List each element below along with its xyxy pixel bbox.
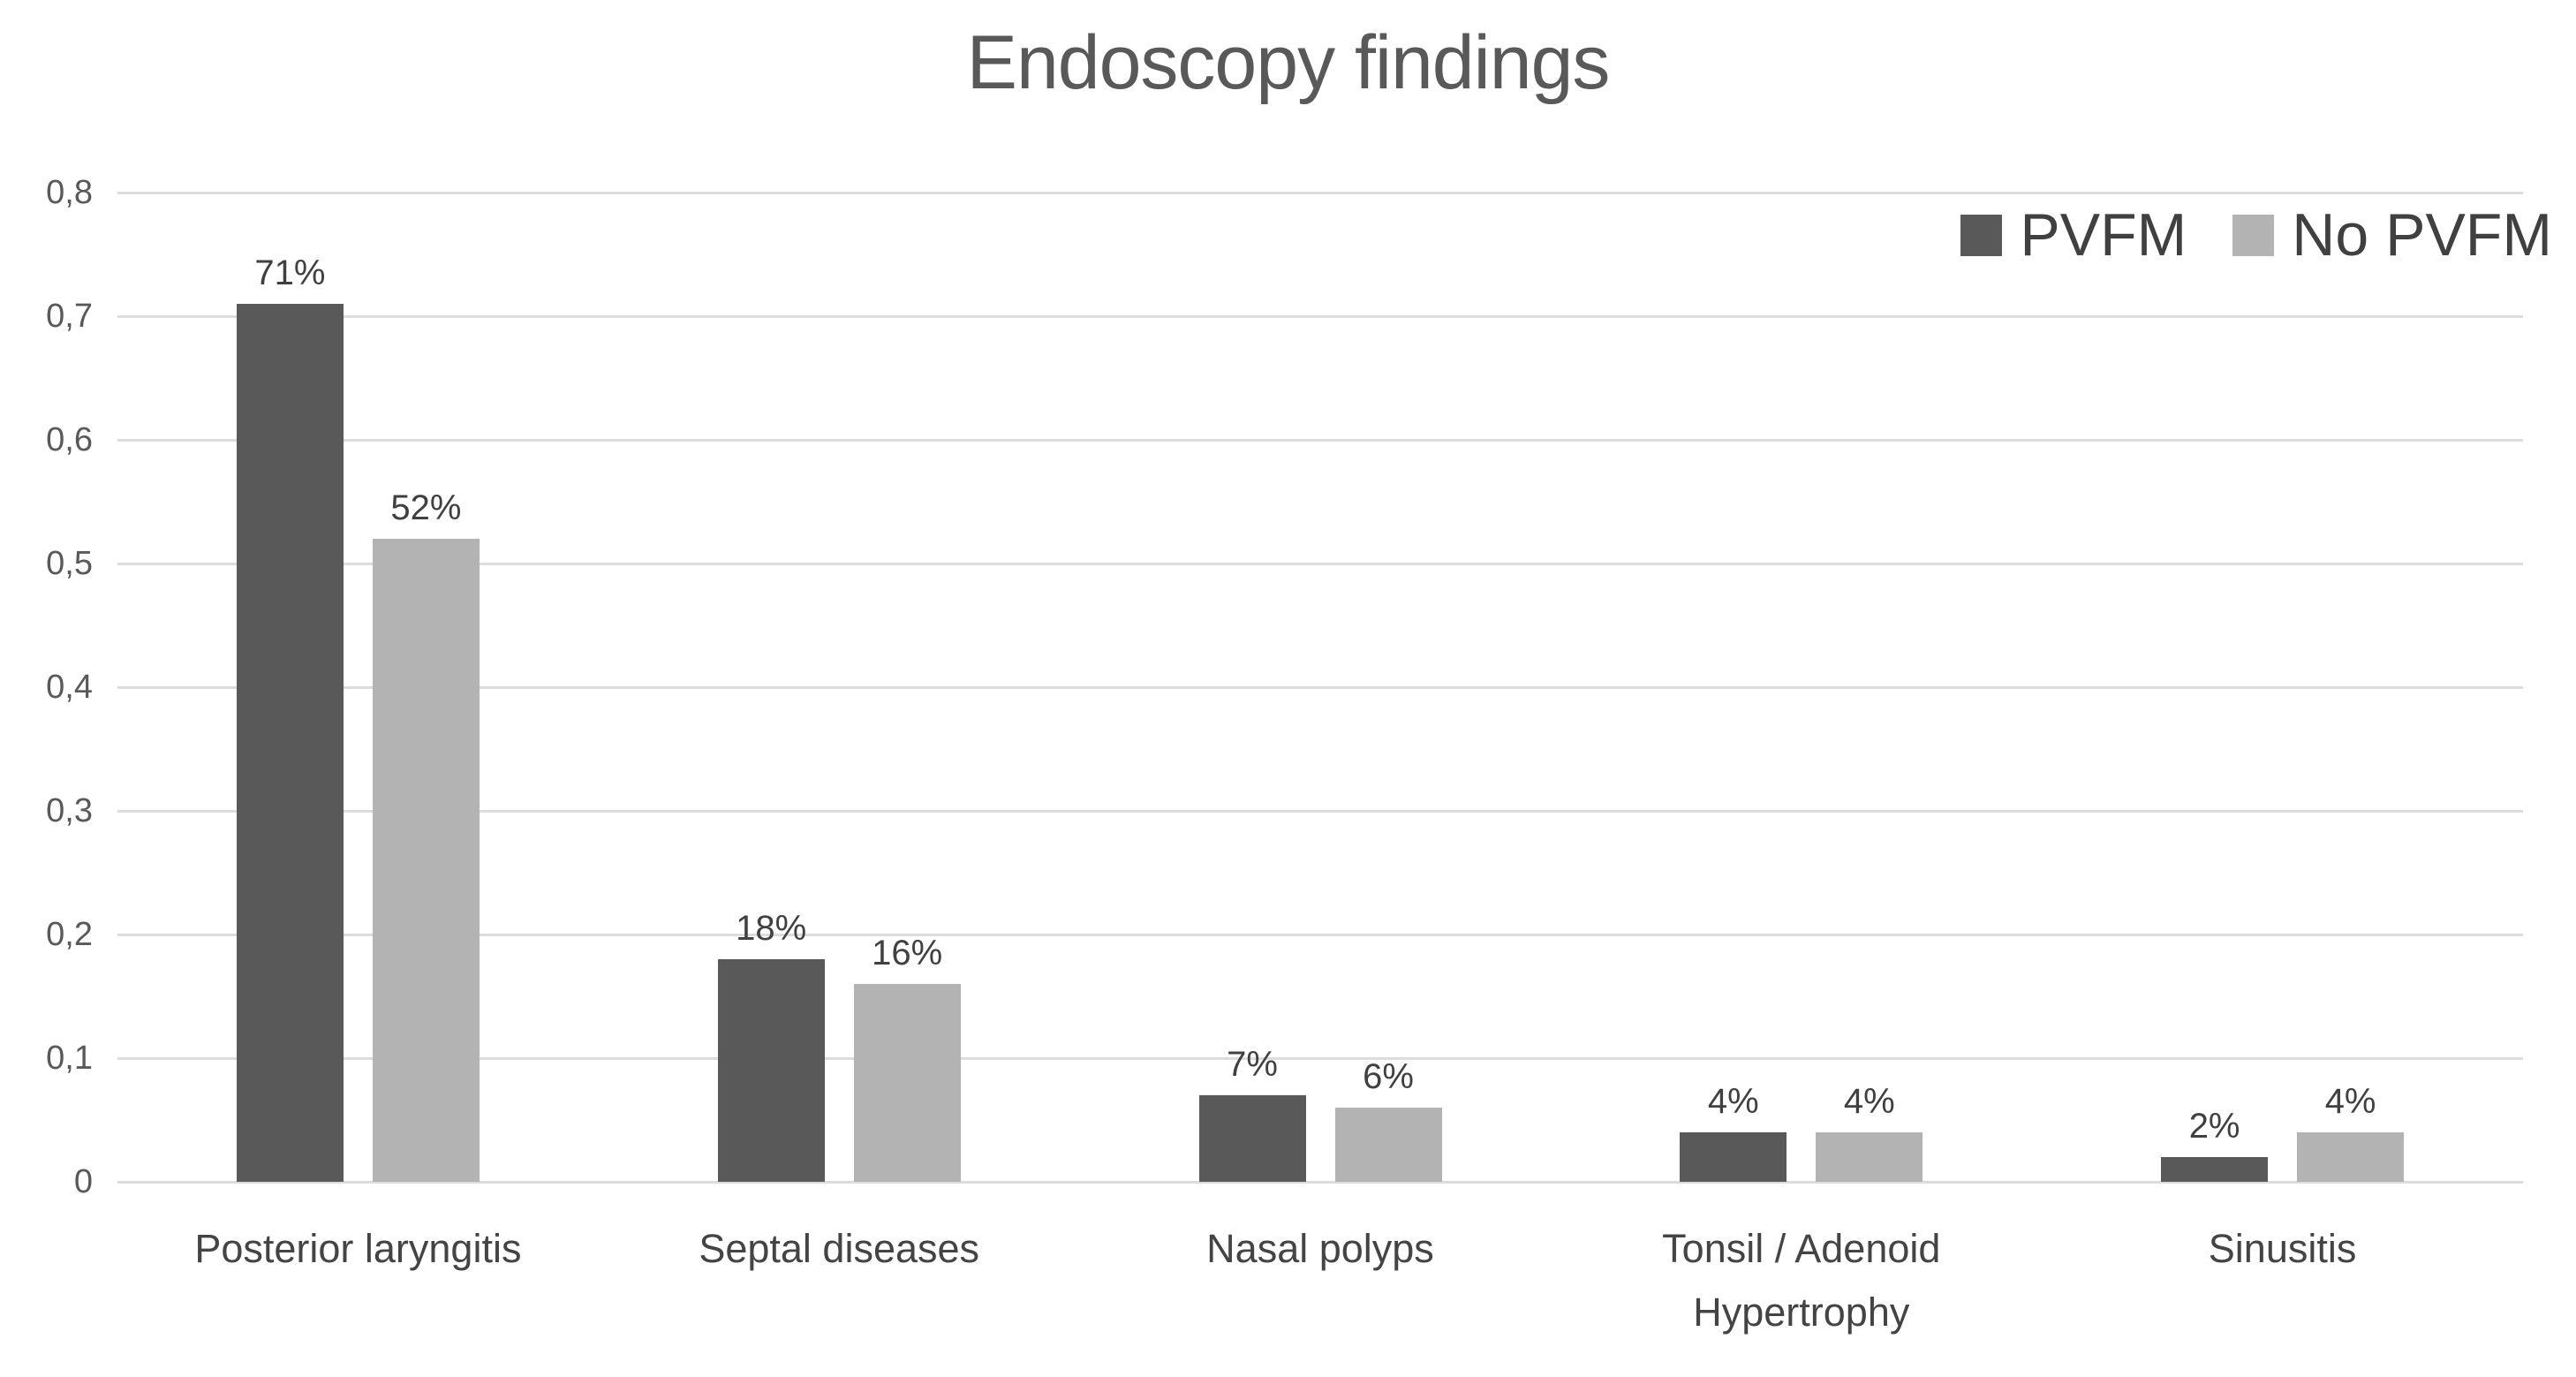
legend-label: No PVFM	[2292, 201, 2552, 269]
gridline	[117, 562, 2523, 565]
legend-item-no-pvfm: No PVFM	[2232, 205, 2552, 265]
bar-pvfm	[2161, 1157, 2269, 1182]
gridline	[117, 1056, 2523, 1060]
x-axis-category-label: Tonsil / Adenoid Hypertrophy	[1662, 1226, 1941, 1335]
chart-legend: PVFM No PVFM	[1960, 193, 2552, 277]
plot-area: 71% 52% 18% 16% 7% 6% 4% 4% 2% 4%	[117, 191, 2523, 1184]
bar-no-pvfm	[1334, 1108, 1442, 1182]
bar-value-label: 4%	[1707, 1082, 1759, 1121]
gridline	[117, 1180, 2523, 1184]
legend-label: PVFM	[2020, 201, 2187, 269]
legend-item-pvfm: PVFM	[1960, 205, 2187, 265]
y-axis-tick-label: 0,2	[46, 916, 93, 953]
gridline	[117, 191, 2523, 194]
y-axis-tick-label: 0,3	[46, 792, 93, 829]
bar-value-label: 18%	[736, 909, 807, 948]
gridline	[117, 809, 2523, 813]
x-axis-category-label: Nasal polyps	[1206, 1226, 1434, 1271]
bar-no-pvfm	[853, 984, 961, 1182]
bar-pvfm	[717, 959, 825, 1182]
bar-value-label: 6%	[1363, 1057, 1414, 1096]
y-axis-tick-label: 0,1	[46, 1040, 93, 1077]
bar-pvfm	[1198, 1095, 1306, 1182]
gridline	[117, 438, 2523, 442]
bar-value-label: 52%	[390, 488, 462, 527]
bar-value-label: 2%	[2188, 1107, 2240, 1146]
bar-value-label: 4%	[1843, 1082, 1895, 1121]
bar-pvfm	[1680, 1132, 1787, 1182]
chart-title: Endoscopy findings	[966, 20, 1611, 105]
bar-value-label: 7%	[1227, 1045, 1278, 1084]
bar-pvfm	[236, 304, 344, 1182]
bar-value-label: 16%	[872, 934, 943, 972]
gridline	[117, 314, 2523, 318]
bar-no-pvfm	[372, 539, 480, 1182]
y-axis-tick-label: 0,6	[46, 421, 93, 458]
y-axis-tick-label: 0,5	[46, 545, 93, 582]
gridline	[117, 685, 2523, 689]
x-axis-category-label: Sinusitis	[2208, 1226, 2357, 1271]
gridline	[117, 933, 2523, 936]
y-axis-tick-label: 0,8	[46, 174, 93, 211]
legend-swatch	[1960, 214, 2003, 256]
bar-no-pvfm	[1816, 1132, 1923, 1182]
bar-value-label: 4%	[2324, 1082, 2376, 1121]
y-axis-tick-label: 0	[73, 1163, 93, 1200]
x-axis-category-label: Posterior laryngitis	[194, 1226, 522, 1271]
legend-swatch	[2232, 214, 2275, 256]
bar-no-pvfm	[2297, 1132, 2405, 1182]
x-axis-category-label: Septal diseases	[699, 1226, 980, 1271]
y-axis-tick-label: 0,4	[46, 669, 93, 706]
bar-value-label: 71%	[254, 253, 326, 292]
y-axis-tick-label: 0,7	[46, 298, 93, 335]
